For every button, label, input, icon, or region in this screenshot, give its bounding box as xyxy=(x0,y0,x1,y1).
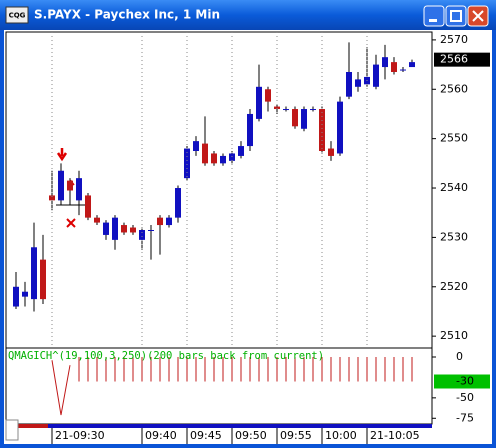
candle-body xyxy=(256,86,262,119)
signal-arrow-down xyxy=(56,148,68,162)
candle-body xyxy=(229,153,235,161)
y-tick-label: 2540 xyxy=(440,181,468,194)
candle-body xyxy=(103,222,109,235)
candle-body xyxy=(49,195,55,201)
candle-body xyxy=(355,79,361,87)
candle-body xyxy=(139,229,145,240)
candle-body xyxy=(409,62,415,68)
y-tick-label: 2510 xyxy=(440,329,468,342)
chart-area xyxy=(4,30,492,444)
app-icon xyxy=(5,6,29,24)
candle-body xyxy=(346,71,352,97)
candle-body xyxy=(31,247,37,300)
candle-body xyxy=(301,109,307,129)
candle-body xyxy=(202,143,208,164)
maximize-glyph xyxy=(450,10,462,22)
y2-tick-label: -75 xyxy=(456,411,474,424)
scroll-thumb[interactable] xyxy=(6,424,48,428)
candle-body xyxy=(400,69,406,71)
window-buttons[interactable] xyxy=(423,5,489,27)
candle-body xyxy=(22,291,28,297)
candle-body xyxy=(121,225,127,233)
app-icon-text: CQG xyxy=(9,12,26,20)
y-tick-label: 2550 xyxy=(440,132,468,145)
x-tick-label: 09:50 xyxy=(235,429,267,442)
candle-body xyxy=(193,141,199,151)
minimize-glyph xyxy=(429,19,437,22)
last-price-label: 2566 xyxy=(440,53,468,66)
candle-body xyxy=(184,148,190,179)
x-tick-label: 21-10:05 xyxy=(370,429,420,442)
last-price-box xyxy=(434,52,490,67)
candle-body xyxy=(328,148,334,156)
close-glyph xyxy=(472,10,484,22)
x-tick-label: 09:40 xyxy=(145,429,177,442)
candle-body xyxy=(67,180,73,191)
candle-body xyxy=(319,109,325,151)
candle-body xyxy=(175,188,181,218)
candle-body xyxy=(391,62,397,72)
x-tick-label: 09:55 xyxy=(280,429,312,442)
candle-body xyxy=(247,113,253,147)
indicator-label: QMAGICH^(19,100,3,250)(200 bars back fro… xyxy=(8,350,324,362)
candle-body xyxy=(211,153,217,164)
candle-body xyxy=(166,217,172,226)
y2-tick-label: 0 xyxy=(456,350,463,363)
candle-body xyxy=(310,109,316,111)
candle-body xyxy=(58,170,64,201)
candle-body xyxy=(265,89,271,102)
candle-body xyxy=(337,101,343,154)
minimize-button[interactable] xyxy=(423,5,445,27)
candle-body xyxy=(238,146,244,156)
window-title: S.PAYX - Paychex Inc, 1 Min xyxy=(34,8,220,22)
candle-body xyxy=(220,155,226,164)
x-tick-label: 21-09:30 xyxy=(55,429,105,442)
scroll-track xyxy=(6,424,432,428)
candle-body xyxy=(85,195,91,218)
y-tick-label: 2530 xyxy=(440,230,468,243)
candle-body xyxy=(112,217,118,240)
scroll-handle[interactable] xyxy=(5,419,19,441)
candle-body xyxy=(130,227,136,233)
candle-body xyxy=(157,217,163,226)
candle-body xyxy=(40,259,46,300)
signal-cross xyxy=(66,218,76,228)
last-value-label: -30 xyxy=(456,375,474,388)
candle-body xyxy=(148,229,154,231)
x-tick-label: 09:45 xyxy=(190,429,222,442)
candle-body xyxy=(13,286,19,307)
y-tick-label: 2520 xyxy=(440,280,468,293)
candle-body xyxy=(94,217,100,223)
candle-body xyxy=(274,106,280,110)
maximize-button[interactable] xyxy=(445,5,467,27)
candle-body xyxy=(76,178,82,201)
y2-tick-label: -50 xyxy=(456,391,474,404)
y-tick-label: 2570 xyxy=(440,33,468,46)
x-tick-label: 10:00 xyxy=(325,429,357,442)
candle-body xyxy=(283,109,289,111)
candle-body xyxy=(382,57,388,68)
candle-body xyxy=(292,109,298,127)
candle-body xyxy=(373,64,379,87)
indicator-line xyxy=(51,360,71,416)
title-bar xyxy=(0,0,496,30)
last-value-box xyxy=(434,374,490,389)
y-tick-label: 2560 xyxy=(440,82,468,95)
